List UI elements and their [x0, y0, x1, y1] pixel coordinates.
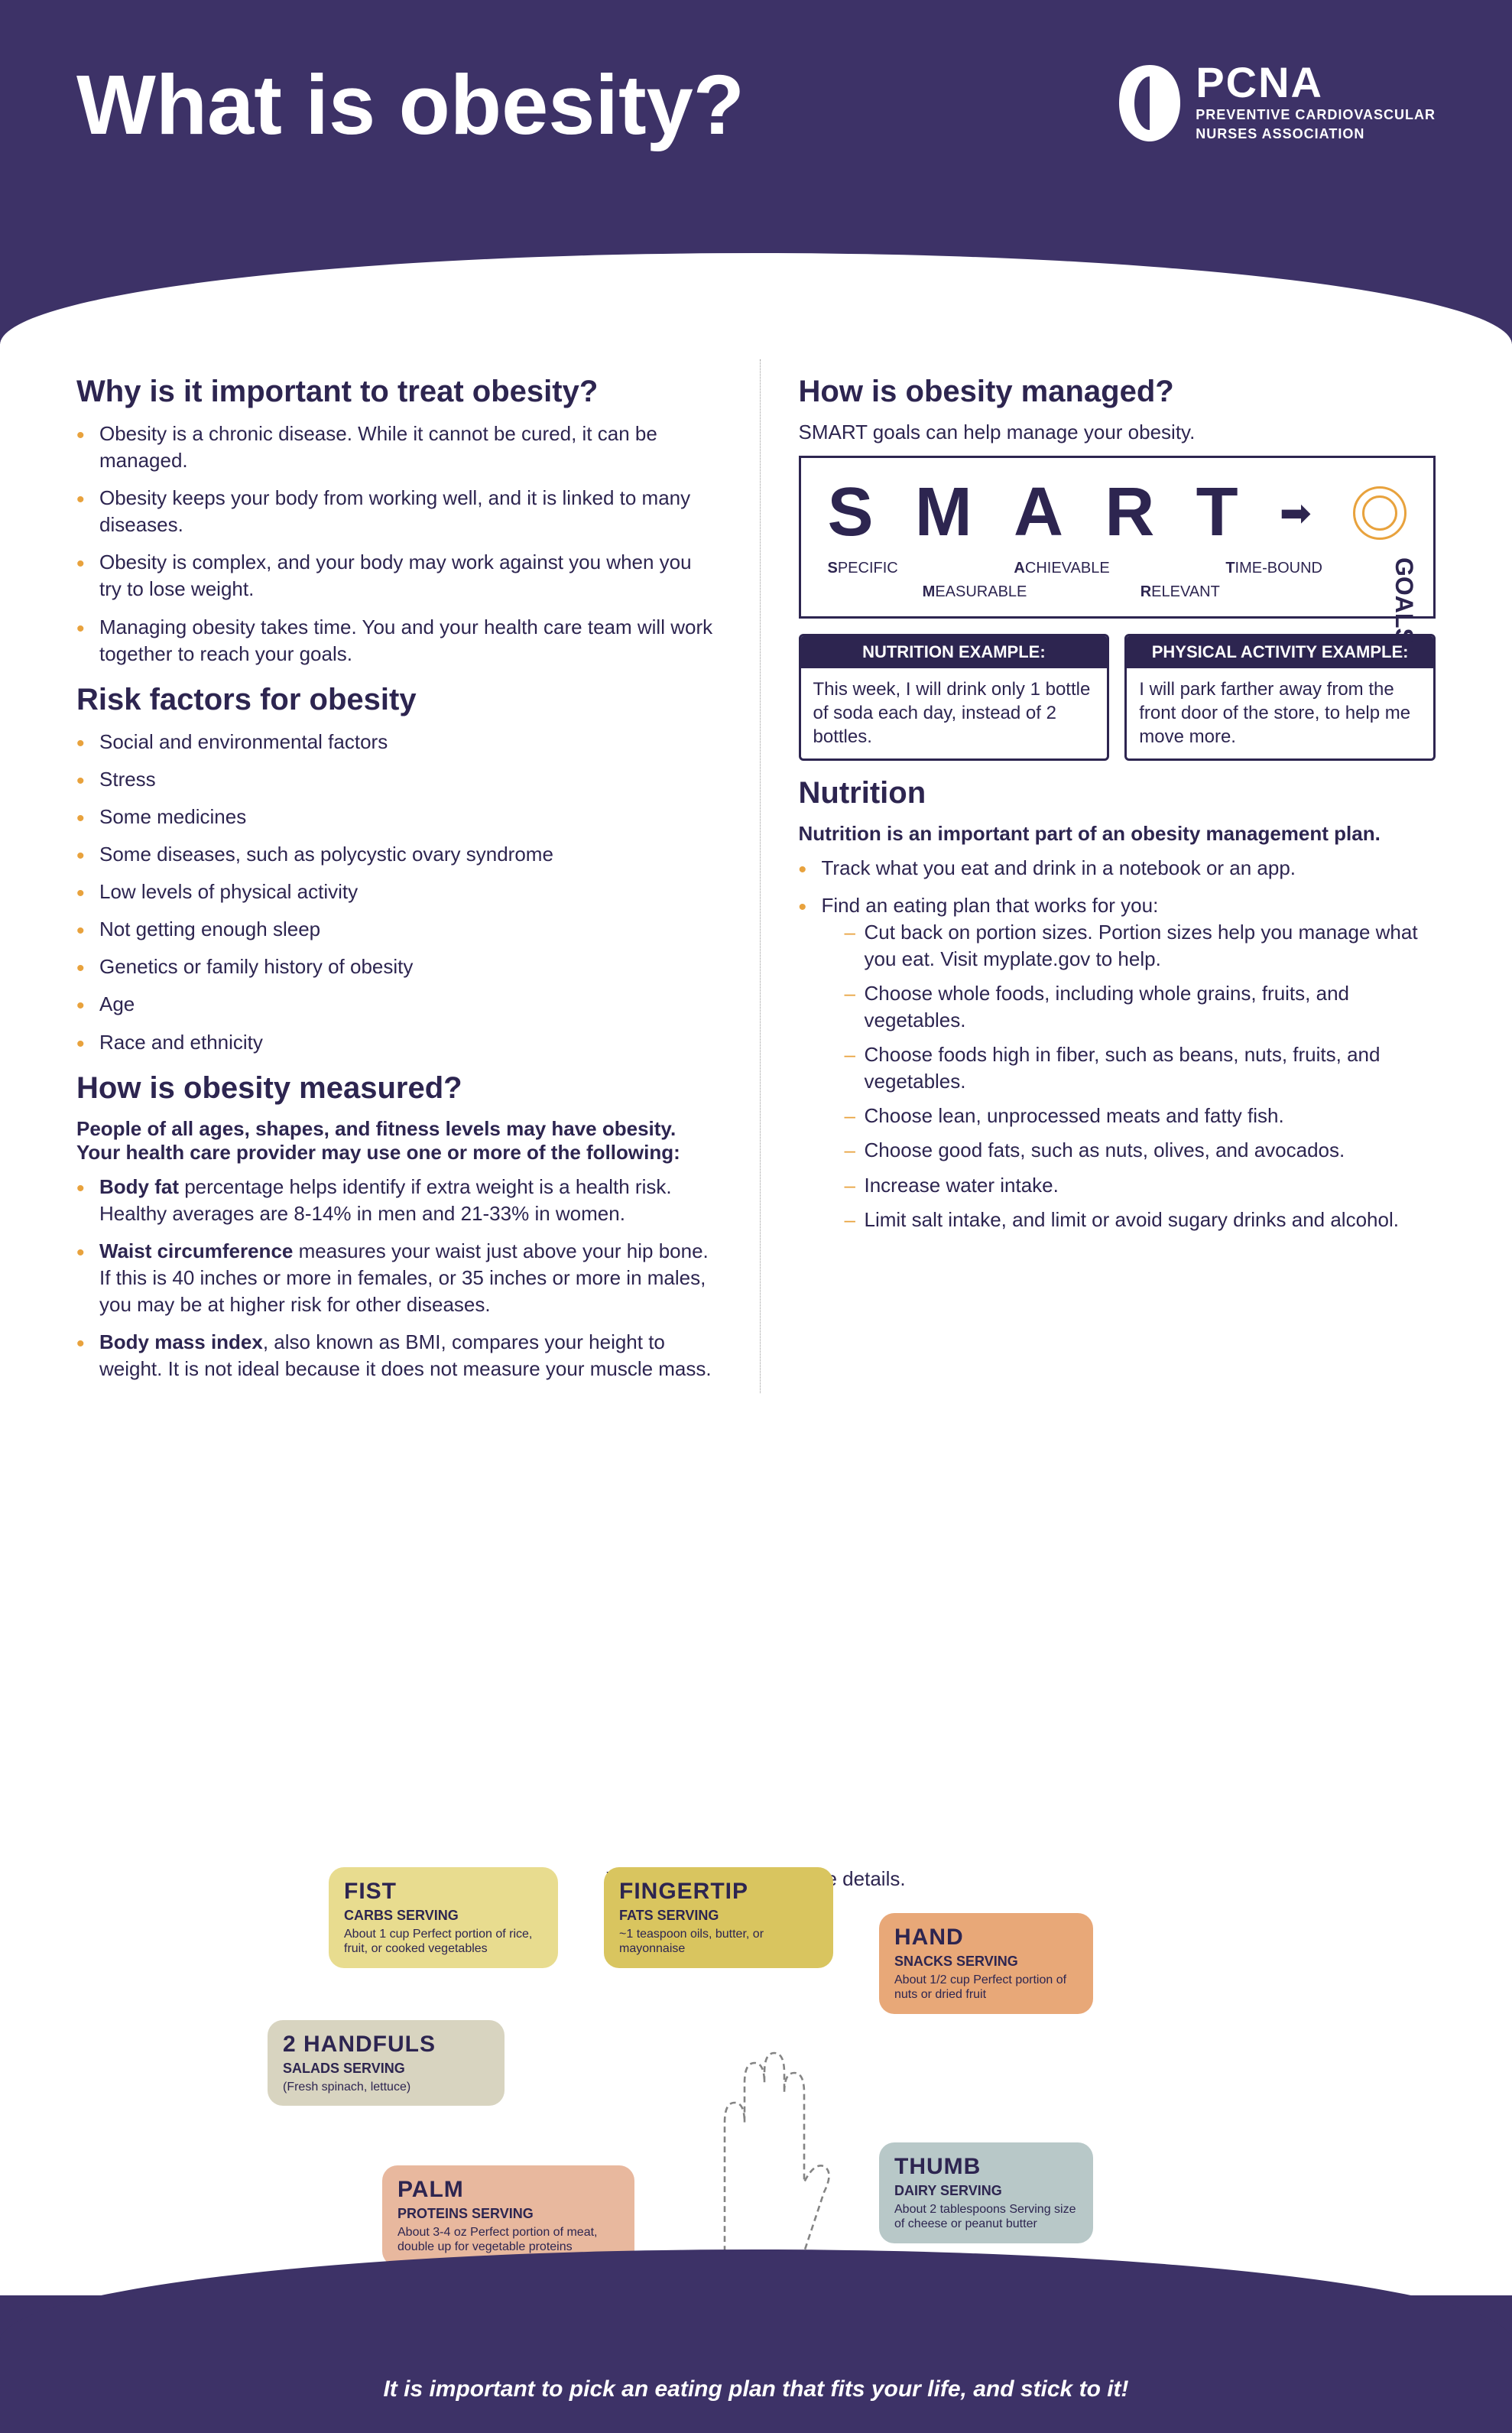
smart-label-timebound: TIME-BOUND	[1225, 560, 1322, 577]
main-content: Why is it important to treat obesity? Ob…	[0, 344, 1512, 1393]
smart-diagram: SMART ➡ SPECIFIC ACHIEVABLE TIME-BOUND ME…	[799, 456, 1436, 619]
list-item: Increase water intake.	[845, 1172, 1436, 1199]
risk-list: Social and environmental factors Stress So…	[76, 729, 714, 1056]
list-item: Waist circumference measures your waist …	[76, 1238, 714, 1318]
smart-letter: S	[828, 473, 874, 552]
smart-letter: A	[1014, 473, 1063, 552]
smart-letter: T	[1196, 473, 1238, 552]
nutrition-list: Track what you eat and drink in a notebo…	[799, 855, 1436, 1233]
list-item: Some diseases, such as polycystic ovary …	[76, 841, 714, 868]
nutrition-example-body: This week, I will drink only 1 bottle of…	[801, 668, 1108, 758]
list-item: Genetics or family history of obesity	[76, 953, 714, 980]
smart-letter: M	[915, 473, 972, 552]
left-column: Why is it important to treat obesity? Ob…	[76, 359, 714, 1393]
list-item: Track what you eat and drink in a notebo…	[799, 855, 1436, 882]
logo-subtitle-1: PREVENTIVE CARDIOVASCULAR	[1196, 107, 1436, 123]
logo-icon	[1115, 61, 1184, 145]
smart-goals-label: GOALS	[1390, 557, 1418, 645]
nutrition-sublist: Cut back on portion sizes. Portion sizes…	[845, 919, 1436, 1233]
list-item: Managing obesity takes time. You and you…	[76, 614, 714, 668]
smart-label-achievable: ACHIEVABLE	[1014, 560, 1109, 577]
list-item: Some medicines	[76, 804, 714, 830]
smart-label-relevant: RELEVANT	[1140, 583, 1220, 601]
managed-intro: SMART goals can help manage your obesity…	[799, 421, 1436, 444]
list-item: Low levels of physical activity	[76, 879, 714, 905]
list-item: Choose whole foods, including whole grai…	[845, 980, 1436, 1034]
target-icon	[1353, 486, 1407, 540]
smart-label-specific: SPECIFIC	[828, 560, 898, 577]
portion-hand: HAND SNACKS SERVING About 1/2 cup Perfec…	[879, 1913, 1093, 2013]
list-item: Obesity is a chronic disease. While it c…	[76, 421, 714, 474]
smart-label-measurable: MEASURABLE	[923, 583, 1027, 601]
example-boxes: NUTRITION EXAMPLE: This week, I will dri…	[799, 634, 1436, 761]
section-heading-risk: Risk factors for obesity	[76, 683, 714, 717]
measured-intro: People of all ages, shapes, and fitness …	[76, 1117, 714, 1165]
list-item: Choose foods high in fiber, such as bean…	[845, 1041, 1436, 1095]
list-item: Body mass index, also known as BMI, comp…	[76, 1329, 714, 1382]
portion-fingertip: FINGERTIP FATS SERVING ~1 teaspoon oils,…	[604, 1867, 833, 1967]
portion-handfuls: 2 HANDFULS SALADS SERVING (Fresh spinach…	[268, 2020, 505, 2106]
activity-example: PHYSICAL ACTIVITY EXAMPLE: I will park f…	[1124, 634, 1436, 761]
list-item: Social and environmental factors	[76, 729, 714, 755]
list-item: Obesity keeps your body from working wel…	[76, 485, 714, 538]
footer-text: It is important to pick an eating plan t…	[383, 2376, 1128, 2402]
activity-example-body: I will park farther away from the front …	[1127, 668, 1433, 758]
section-heading-why: Why is it important to treat obesity?	[76, 375, 714, 409]
list-item: Limit salt intake, and limit or avoid su…	[845, 1207, 1436, 1233]
list-item: Body fat percentage helps identify if ex…	[76, 1174, 714, 1227]
nutrition-example: NUTRITION EXAMPLE: This week, I will dri…	[799, 634, 1110, 761]
logo: PCNA PREVENTIVE CARDIOVASCULAR NURSES AS…	[1115, 61, 1436, 344]
right-column: How is obesity managed? SMART goals can …	[760, 359, 1436, 1393]
smart-letter: R	[1105, 473, 1154, 552]
section-heading-measured: How is obesity measured?	[76, 1071, 714, 1106]
list-item: Cut back on portion sizes. Portion sizes…	[845, 919, 1436, 973]
list-item: Find an eating plan that works for you: …	[799, 892, 1436, 1233]
header: What is obesity? PCNA PREVENTIVE CARDIOV…	[0, 0, 1512, 344]
nutrition-example-head: NUTRITION EXAMPLE:	[801, 636, 1108, 668]
section-heading-managed: How is obesity managed?	[799, 375, 1436, 409]
why-list: Obesity is a chronic disease. While it c…	[76, 421, 714, 668]
list-item: Stress	[76, 766, 714, 793]
logo-subtitle-2: NURSES ASSOCIATION	[1196, 126, 1436, 142]
portion-thumb: THUMB DAIRY SERVING About 2 tablespoons …	[879, 2142, 1093, 2243]
list-item: Race and ethnicity	[76, 1029, 714, 1056]
list-item: Obesity is complex, and your body may wo…	[76, 549, 714, 603]
page-title: What is obesity?	[76, 61, 745, 344]
list-item: Age	[76, 991, 714, 1018]
section-heading-nutrition: Nutrition	[799, 776, 1436, 810]
portion-fist: FIST CARBS SERVING About 1 cup Perfect p…	[329, 1867, 558, 1967]
hand-icon	[665, 2020, 864, 2265]
logo-acronym: PCNA	[1196, 61, 1436, 104]
list-item: Not getting enough sleep	[76, 916, 714, 943]
list-item: Choose lean, unprocessed meats and fatty…	[845, 1103, 1436, 1129]
footer-bar: It is important to pick an eating plan t…	[0, 2295, 1512, 2433]
measured-list: Body fat percentage helps identify if ex…	[76, 1174, 714, 1383]
nutrition-intro: Nutrition is an important part of an obe…	[799, 822, 1436, 846]
list-item: Choose good fats, such as nuts, olives, …	[845, 1137, 1436, 1164]
arrow-icon: ➡	[1280, 491, 1312, 535]
activity-example-head: PHYSICAL ACTIVITY EXAMPLE:	[1127, 636, 1433, 668]
